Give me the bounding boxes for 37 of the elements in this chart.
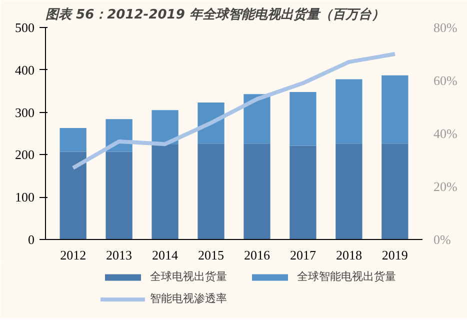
- legend-label: 智能电视渗透率: [150, 291, 227, 306]
- chart-title: 图表 56：2012-2019 年全球智能电视出货量（百万台）: [46, 6, 384, 22]
- bar: [382, 144, 408, 240]
- legend-label: 全球电视出货量: [150, 269, 227, 284]
- bar: [60, 128, 86, 152]
- bar: [244, 144, 270, 240]
- x-tick-label: 2016: [244, 248, 270, 262]
- x-tick-label: 2019: [382, 248, 408, 262]
- y-tick-label: 200: [15, 147, 34, 162]
- bar: [290, 146, 316, 240]
- bar: [106, 152, 132, 240]
- bar: [198, 144, 224, 240]
- x-tick-label: 2012: [60, 248, 86, 262]
- bar: [290, 92, 316, 146]
- x-tick-label: 2017: [290, 248, 316, 262]
- y2-tick-label: 20%: [434, 179, 458, 194]
- x-tick-label: 2015: [198, 248, 224, 262]
- y-tick-label: 300: [15, 104, 34, 120]
- y-tick-label: 100: [15, 190, 34, 205]
- bar: [336, 79, 362, 144]
- y2-tick-label: 0%: [434, 232, 451, 247]
- bar: [244, 94, 270, 144]
- line-series: [71, 52, 397, 170]
- bar: [336, 144, 362, 240]
- y2-tick-label: 60%: [434, 73, 458, 88]
- y2-tick-label: 80%: [434, 20, 458, 35]
- bar: [60, 152, 86, 240]
- legend-label: 全球智能电视出货量: [297, 269, 396, 284]
- x-tick-label: 2013: [106, 248, 132, 262]
- bar: [152, 144, 178, 240]
- y-tick-label: 0: [28, 232, 34, 247]
- y-tick-label: 500: [15, 20, 34, 35]
- x-tick-label: 2018: [336, 248, 362, 262]
- x-tick-label: 2014: [152, 248, 179, 262]
- y-tick-label: 400: [15, 62, 34, 78]
- y2-tick-label: 40%: [434, 126, 458, 141]
- bar: [382, 75, 408, 144]
